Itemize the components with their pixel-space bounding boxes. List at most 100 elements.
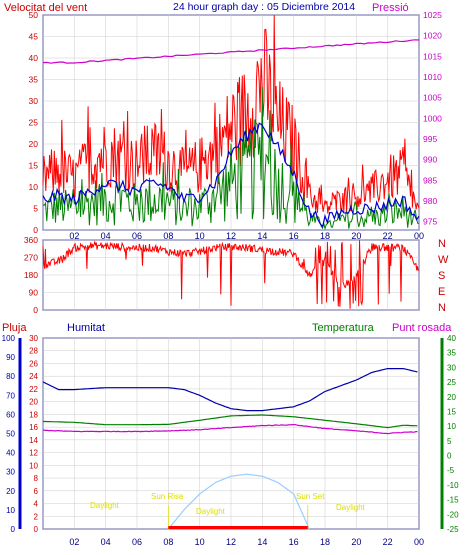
panel1-left-axis: 0 5 10 15 20 25 30 35 40 45 50 — [29, 10, 39, 235]
x-tick-label: 16 — [289, 537, 299, 547]
humidity-scale-label: 2 — [34, 512, 39, 521]
humidity-scale-label: 24 — [29, 372, 38, 381]
right-tick-label: 975 — [423, 217, 437, 227]
x-tick-label: 10 — [195, 231, 205, 241]
rain-tick-label: 20 — [6, 487, 15, 496]
panel1-x-axis: 02 04 06 08 10 12 14 16 18 20 22 00 — [69, 231, 424, 241]
x-tick-label: 10 — [195, 537, 205, 547]
left-tick-label: 35 — [29, 75, 39, 85]
temperature-tick-label: 25 — [447, 378, 456, 387]
temperature-tick-label: -5 — [447, 466, 455, 475]
temperature-tick-label: 5 — [447, 437, 452, 446]
humidity-scale-label: 18 — [29, 410, 38, 419]
panel3-x-axis: 02 04 06 08 10 12 14 16 18 20 22 00 — [69, 537, 424, 547]
x-tick-label: 18 — [320, 537, 330, 547]
x-tick-label: 08 — [163, 537, 173, 547]
right-tick-label: 990 — [423, 155, 437, 165]
temperature-tick-label: -25 — [447, 525, 459, 534]
x-tick-label: 02 — [69, 537, 79, 547]
humidity-scale-label: 22 — [29, 385, 38, 394]
rain-tick-label: 90 — [6, 353, 15, 362]
temperature-tick-label: 20 — [447, 393, 456, 402]
wind-label: Velocitat del vent — [4, 2, 87, 14]
direction-letter: N — [438, 302, 446, 314]
left-tick-label: 15 — [29, 161, 39, 171]
temperature-axis: -25 -20 -15 -10 -5 0 5 10 15 20 25 30 35 40 — [440, 334, 459, 534]
temperature-tick-label: 30 — [447, 363, 456, 372]
rain-tick-label: 100 — [2, 334, 16, 343]
rain-tick-label: 10 — [6, 506, 15, 515]
rain-label: Pluja — [2, 322, 27, 334]
direction-tick-label: 0 — [33, 305, 38, 315]
sun-indicators: Daylight Sun Rise Daylight Sun Set Dayli… — [90, 492, 366, 529]
x-tick-label: 06 — [132, 231, 142, 241]
humidity-scale-label: 14 — [29, 436, 38, 445]
rain-tick-label: 30 — [6, 468, 15, 477]
wind-gust-green-line — [42, 86, 420, 231]
x-tick-label: 16 — [289, 231, 299, 241]
pressure-label: Pressió — [372, 2, 409, 14]
left-tick-label: 25 — [29, 118, 39, 128]
right-tick-label: 1000 — [423, 113, 442, 123]
direction-letter: N — [438, 238, 446, 250]
x-tick-label: 12 — [226, 231, 236, 241]
chart-title: 24 hour graph day : 05 Diciembre 2014 — [173, 1, 355, 13]
x-tick-label: 20 — [351, 231, 361, 241]
x-tick-label: 22 — [383, 537, 393, 547]
right-tick-label: 1005 — [423, 93, 442, 103]
direction-tick-label: 180 — [24, 270, 38, 280]
sun-elevation-curve — [167, 473, 310, 530]
direction-letter: W — [438, 254, 449, 266]
daylight-label-right: Daylight — [336, 503, 366, 512]
left-tick-label: 5 — [33, 204, 38, 214]
humidity-line — [42, 368, 418, 412]
temperature-tick-label: 35 — [447, 349, 456, 358]
x-tick-label: 14 — [257, 231, 267, 241]
x-tick-label: 06 — [132, 537, 142, 547]
humidity-scale-label: 20 — [29, 398, 38, 407]
right-tick-label: 985 — [423, 175, 437, 185]
right-tick-label: 995 — [423, 134, 437, 144]
left-tick-label: 30 — [29, 96, 39, 106]
daylight-label-mid: Daylight — [196, 507, 226, 516]
right-tick-label: 1010 — [423, 72, 442, 82]
rain-tick-label: 80 — [6, 372, 15, 381]
right-tick-label: 1025 — [423, 10, 442, 20]
wind-speed-line — [42, 14, 420, 214]
rain-tick-label: 70 — [6, 391, 15, 400]
right-tick-label: 1020 — [423, 31, 442, 41]
x-tick-label: 08 — [163, 231, 173, 241]
humidity-label: Humitat — [67, 322, 105, 334]
panel3-series — [42, 368, 418, 530]
rain-tick-label: 60 — [6, 410, 15, 419]
humidity-scale-label: 6 — [34, 487, 39, 496]
x-tick-label: 22 — [383, 231, 393, 241]
direction-tick-label: 270 — [24, 253, 38, 263]
temperature-tick-label: -15 — [447, 496, 459, 505]
left-tick-label: 50 — [29, 10, 39, 20]
pressure-line — [42, 39, 420, 64]
temperature-tick-label: 15 — [447, 407, 456, 416]
dewpoint-label: Punt rosada — [392, 322, 452, 334]
direction-tick-label: 90 — [29, 288, 39, 298]
x-tick-label: 18 — [320, 231, 330, 241]
humidity-scale-label: 4 — [34, 500, 39, 509]
direction-tick-label: 360 — [24, 235, 38, 245]
temperature-tick-label: 10 — [447, 422, 456, 431]
x-tick-label: 02 — [69, 231, 79, 241]
left-tick-label: 45 — [29, 32, 39, 42]
sunset-label: Sun Set — [296, 492, 325, 501]
right-tick-label: 980 — [423, 196, 437, 206]
humidity-scale-label: 16 — [29, 423, 38, 432]
x-tick-label: 04 — [101, 231, 111, 241]
x-tick-label: 00 — [414, 231, 424, 241]
daylight-label-left: Daylight — [90, 501, 120, 510]
left-tick-label: 10 — [29, 182, 39, 192]
temperature-line — [43, 414, 418, 429]
x-tick-label: 20 — [351, 537, 361, 547]
right-tick-label: 1015 — [423, 51, 442, 61]
